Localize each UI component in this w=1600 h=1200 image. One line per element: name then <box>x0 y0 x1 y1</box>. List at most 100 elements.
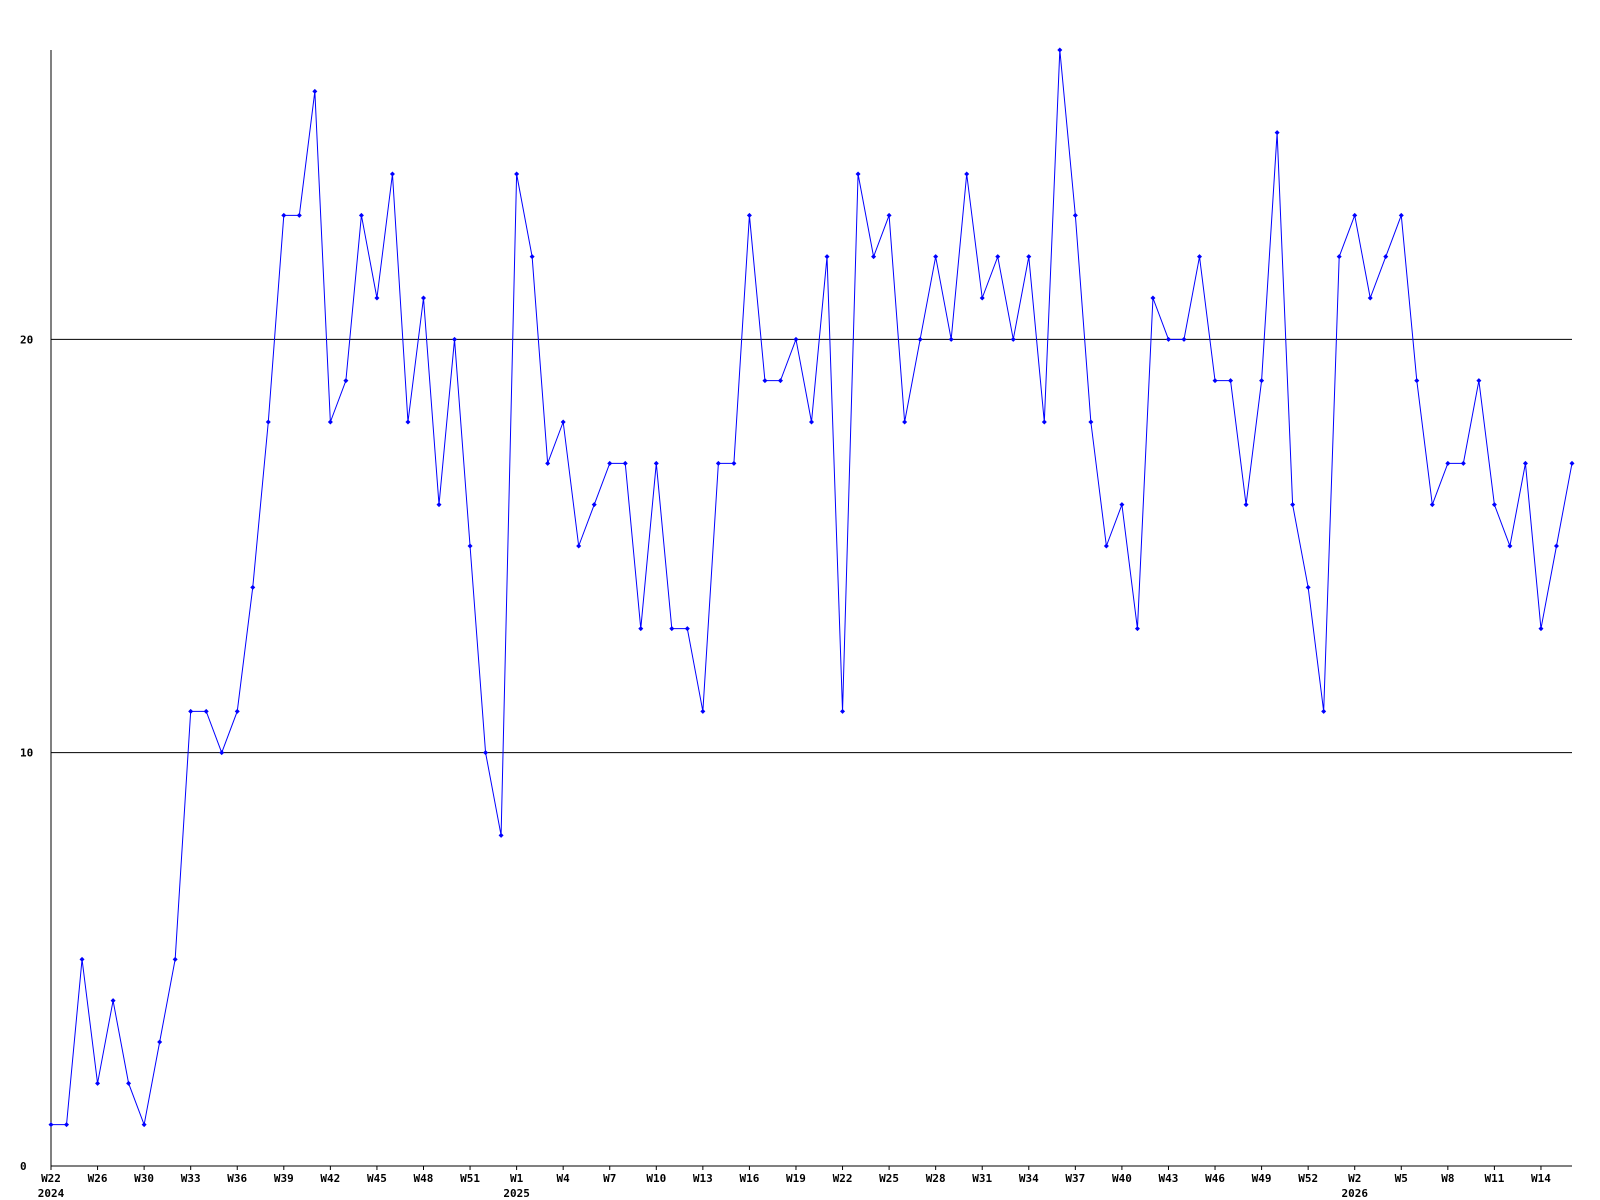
data-point <box>126 1080 132 1086</box>
x-tick-label: W13 <box>693 1172 713 1185</box>
data-point <box>731 460 737 466</box>
data-point <box>591 502 597 508</box>
data-point <box>141 1122 147 1128</box>
data-point <box>514 171 520 177</box>
x-tick-label: W4 <box>557 1172 571 1185</box>
data-point <box>1398 212 1404 218</box>
x-tick-label: W46 <box>1205 1172 1225 1185</box>
x-tick-label: W43 <box>1159 1172 1179 1185</box>
data-point <box>1119 502 1125 508</box>
data-point <box>234 708 240 714</box>
x-tick-label: W2 <box>1348 1172 1361 1185</box>
data-point <box>1165 336 1171 342</box>
x-tick-label: W30 <box>134 1172 154 1185</box>
x-tick-label: W33 <box>181 1172 201 1185</box>
data-point <box>452 336 458 342</box>
x-tick-label: W8 <box>1441 1172 1454 1185</box>
data-point <box>1522 460 1528 466</box>
data-point <box>1181 336 1187 342</box>
data-point <box>281 212 287 218</box>
data-point <box>203 708 209 714</box>
y-tick-label: 10 <box>20 747 33 760</box>
data-line <box>51 49 1573 1127</box>
data-point <box>358 212 364 218</box>
data-point <box>157 1039 163 1045</box>
data-point <box>296 212 302 218</box>
data-point <box>1057 47 1063 53</box>
x-tick-label: W28 <box>926 1172 946 1185</box>
x-tick-label: W39 <box>274 1172 294 1185</box>
data-point <box>638 626 644 632</box>
data-point <box>840 708 846 714</box>
data-point <box>1041 419 1047 425</box>
data-point <box>809 419 814 425</box>
data-point <box>1134 626 1140 632</box>
data-point <box>265 419 271 425</box>
data-point <box>389 171 395 177</box>
data-point <box>855 171 861 177</box>
data-point <box>172 956 178 962</box>
data-point <box>1088 419 1094 425</box>
data-point <box>1429 502 1435 508</box>
x-tick-label: W49 <box>1252 1172 1272 1185</box>
data-point <box>1367 295 1373 301</box>
data-point <box>762 378 768 384</box>
data-point <box>1569 460 1575 466</box>
data-point <box>250 584 256 590</box>
data-point <box>1026 254 1032 260</box>
data-point <box>902 419 908 425</box>
data-point <box>871 254 877 260</box>
data-point <box>653 460 659 466</box>
data-point <box>824 254 830 260</box>
data-point <box>467 543 473 549</box>
data-point <box>1553 543 1559 549</box>
data-point <box>1010 336 1016 342</box>
data-point <box>79 956 85 962</box>
data-point <box>1072 212 1078 218</box>
data-point <box>715 460 721 466</box>
data-point <box>1445 460 1451 466</box>
x-tick-label: W22 <box>41 1172 61 1185</box>
data-point <box>979 295 985 301</box>
data-point <box>1197 254 1203 260</box>
data-point <box>1538 626 1544 632</box>
data-point <box>498 832 504 838</box>
data-point <box>1414 378 1420 384</box>
x-tick-label: W1 <box>510 1172 524 1185</box>
data-point <box>1259 378 1265 384</box>
data-point <box>48 1122 54 1128</box>
data-point <box>1243 502 1249 508</box>
data-point <box>964 171 970 177</box>
data-point <box>420 295 426 301</box>
data-point <box>684 626 690 632</box>
data-point <box>917 336 923 342</box>
x-tick-label: W10 <box>646 1172 666 1185</box>
data-point <box>483 750 489 756</box>
x-tick-label: W51 <box>460 1172 480 1185</box>
data-point <box>607 460 613 466</box>
data-point <box>1212 378 1218 384</box>
x-tick-label: W45 <box>367 1172 387 1185</box>
x-year-label: 2024 <box>38 1187 65 1200</box>
data-point <box>1228 378 1234 384</box>
data-point <box>1476 378 1482 384</box>
data-point <box>374 295 380 301</box>
data-point <box>746 212 752 218</box>
data-point <box>188 708 194 714</box>
x-tick-label: W48 <box>414 1172 434 1185</box>
x-tick-label: W25 <box>879 1172 899 1185</box>
data-point <box>1491 502 1497 508</box>
data-point <box>327 419 333 425</box>
x-year-label: 2026 <box>1341 1187 1368 1200</box>
data-point <box>219 750 225 756</box>
data-point <box>436 502 442 508</box>
data-point <box>948 336 954 342</box>
y-tick-label: 20 <box>20 333 33 346</box>
data-point <box>793 336 799 342</box>
data-point <box>110 998 116 1004</box>
data-point <box>1103 543 1109 549</box>
data-point <box>576 543 582 549</box>
data-point <box>1150 295 1156 301</box>
